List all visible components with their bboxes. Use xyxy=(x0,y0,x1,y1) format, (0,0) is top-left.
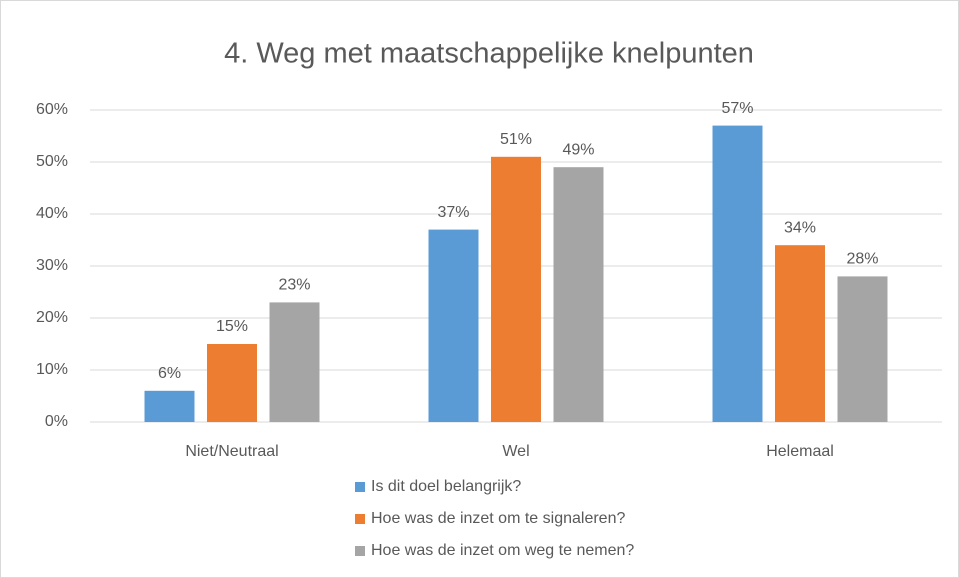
y-tick-label: 20% xyxy=(36,309,68,326)
data-label: 6% xyxy=(158,365,181,382)
data-label: 37% xyxy=(437,204,469,221)
bar xyxy=(207,344,257,422)
bar xyxy=(712,125,763,422)
legend-swatch xyxy=(355,482,365,492)
y-tick-label: 60% xyxy=(36,101,68,118)
legend-swatch xyxy=(355,546,365,556)
chart-title: 4. Weg met maatschappelijke knelpunten xyxy=(224,38,754,70)
bar xyxy=(775,245,825,422)
y-tick-label: 50% xyxy=(36,153,68,170)
y-tick-label: 40% xyxy=(36,205,68,222)
y-tick-label: 10% xyxy=(36,361,68,378)
x-tick-label: Wel xyxy=(502,443,529,460)
y-tick-label: 30% xyxy=(36,257,68,274)
x-tick-label: Niet/Neutraal xyxy=(185,443,278,460)
data-label: 15% xyxy=(216,318,248,335)
y-tick-label: 0% xyxy=(45,413,68,430)
bar xyxy=(491,156,541,423)
data-label: 23% xyxy=(278,277,310,294)
x-tick-label: Helemaal xyxy=(766,443,834,460)
legend-label: Hoe was de inzet om te signaleren? xyxy=(371,510,625,527)
bar xyxy=(144,390,195,422)
legend-label: Is dit doel belangrijk? xyxy=(371,478,521,495)
legend-label: Hoe was de inzet om weg te nemen? xyxy=(371,542,634,559)
data-label: 51% xyxy=(500,131,532,148)
data-label: 49% xyxy=(562,141,594,158)
bar xyxy=(428,229,479,422)
data-label: 34% xyxy=(784,219,816,236)
data-label: 28% xyxy=(846,251,878,268)
bar xyxy=(837,276,888,422)
legend-swatch xyxy=(355,514,365,524)
bar xyxy=(553,167,604,422)
data-label: 57% xyxy=(721,100,753,117)
bar xyxy=(269,302,320,422)
